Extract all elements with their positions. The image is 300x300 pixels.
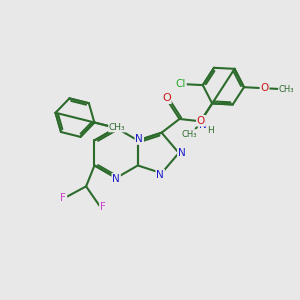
Text: CH₃: CH₃ bbox=[109, 123, 125, 132]
Text: F: F bbox=[61, 193, 66, 203]
Text: O: O bbox=[260, 83, 269, 93]
Text: N: N bbox=[199, 120, 207, 130]
Text: O: O bbox=[197, 116, 205, 126]
Text: F: F bbox=[100, 202, 106, 212]
Text: Cl: Cl bbox=[176, 79, 186, 89]
Text: CH₃: CH₃ bbox=[182, 130, 197, 139]
Text: N: N bbox=[156, 170, 164, 180]
Text: H: H bbox=[208, 126, 214, 135]
Text: N: N bbox=[178, 148, 186, 158]
Text: N: N bbox=[135, 134, 143, 144]
Text: O: O bbox=[162, 93, 171, 103]
Text: CH₃: CH₃ bbox=[279, 85, 294, 94]
Text: N: N bbox=[112, 174, 120, 184]
